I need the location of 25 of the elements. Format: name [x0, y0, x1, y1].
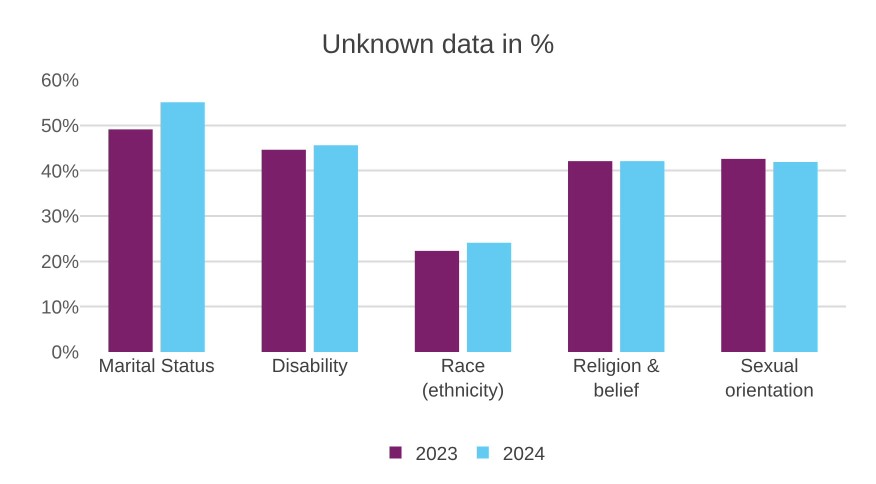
bar	[160, 102, 205, 352]
bar	[314, 145, 358, 352]
legend-label: 2024	[502, 444, 546, 465]
y-tick-label: 30%	[40, 206, 80, 228]
bar	[262, 150, 306, 352]
y-tick-label: 60%	[40, 70, 80, 92]
legend-label: 2023	[416, 444, 458, 465]
x-tick-label: Race (ethnicity)	[422, 356, 504, 402]
bar	[773, 162, 818, 352]
bar	[414, 250, 460, 352]
y-tick-label: 10%	[40, 297, 80, 318]
x-tick-label: Sexual orientation	[725, 356, 814, 402]
bar	[721, 158, 766, 352]
x-tick-label: Marital Status	[98, 356, 215, 377]
bar	[108, 129, 153, 352]
bar	[620, 161, 664, 352]
y-tick-label: 20%	[40, 252, 80, 273]
chart-title: Unknown data in %	[322, 28, 554, 59]
y-tick-label: 50%	[40, 116, 80, 137]
x-tick-label: Disability	[272, 356, 348, 377]
x-tick-label: Religion & belief	[572, 356, 660, 402]
y-tick-label: 40%	[40, 161, 80, 182]
bar	[466, 242, 512, 352]
y-tick-label: 0%	[52, 342, 80, 364]
bar	[568, 161, 612, 352]
